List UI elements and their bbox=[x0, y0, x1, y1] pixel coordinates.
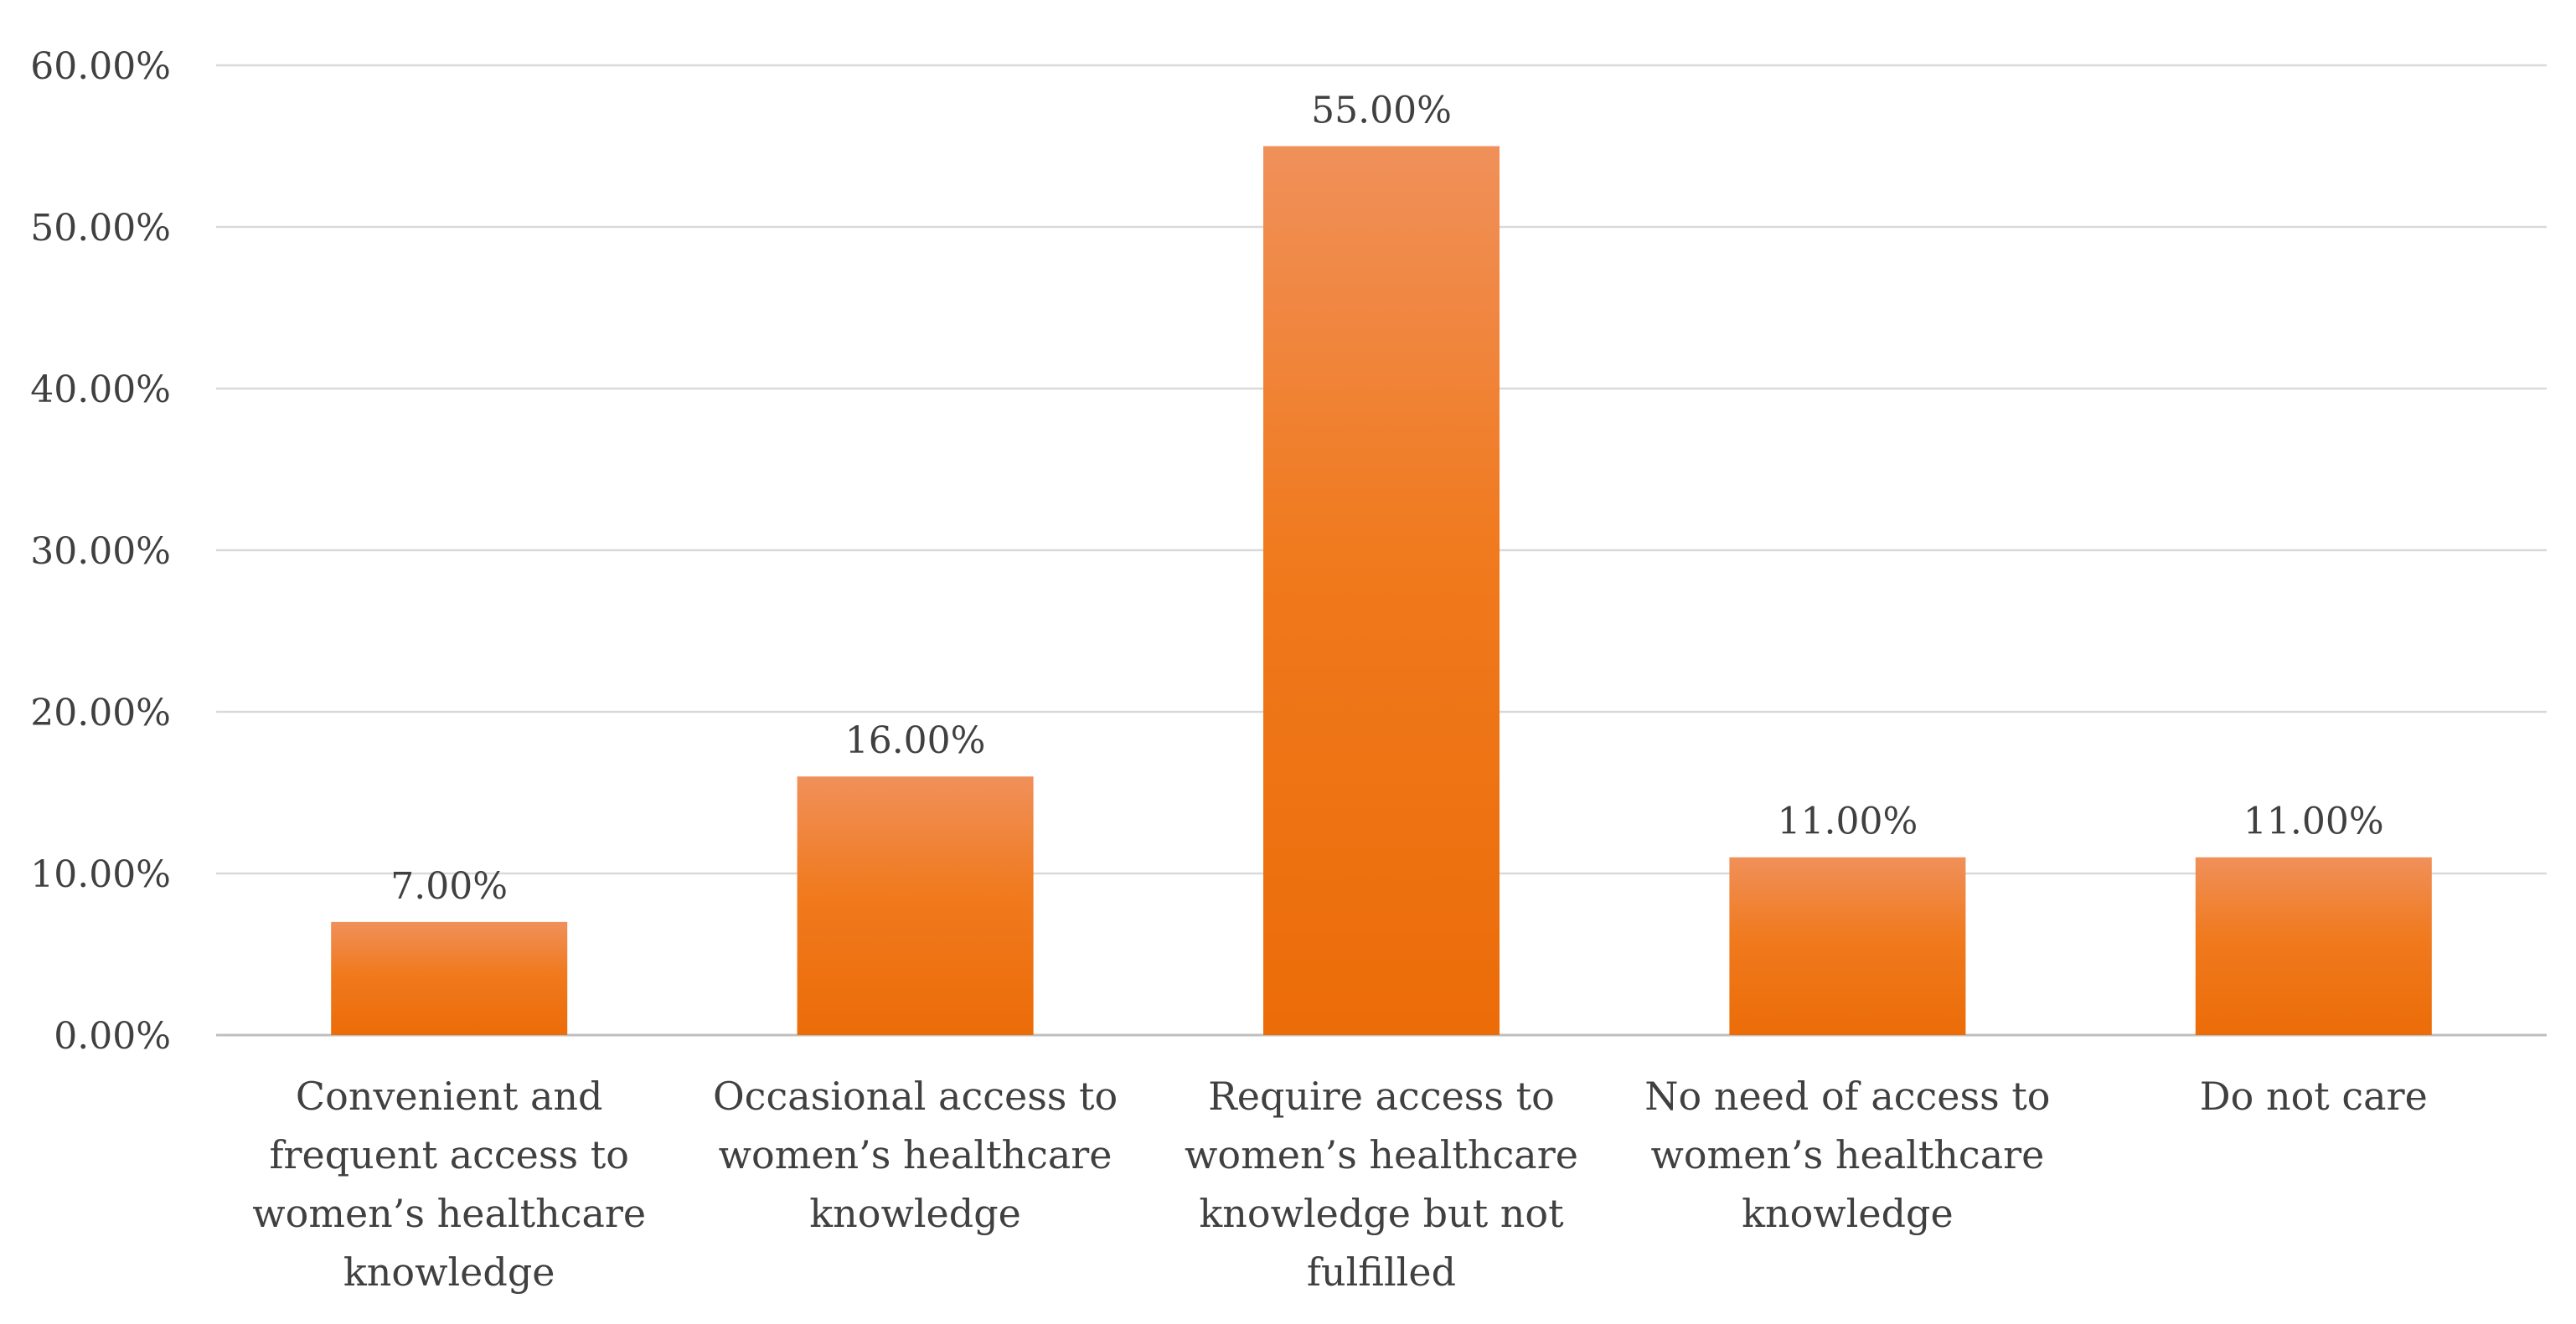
bar-data-label: 11.00% bbox=[1778, 801, 1918, 843]
bar-data-label: 16.00% bbox=[845, 719, 986, 762]
x-category-label-line: fulfilled bbox=[1307, 1249, 1456, 1295]
x-category-label-line: women’s healthcare bbox=[1650, 1132, 2044, 1177]
x-category-label-line: women’s healthcare bbox=[719, 1132, 1112, 1177]
x-category-label: No need of access to women’s healthcare kn… bbox=[1644, 1074, 2050, 1236]
x-category-label-line: Occasional access to bbox=[713, 1074, 1118, 1119]
x-category-label: Require access to women’s healthcare knowl… bbox=[1185, 1074, 1578, 1295]
x-category-label-line: knowledge bbox=[343, 1249, 555, 1295]
bars bbox=[331, 146, 2432, 1035]
y-tick-label: 10.00% bbox=[30, 853, 171, 896]
y-tick-label: 20.00% bbox=[30, 692, 171, 734]
x-category-label-line: knowledge but not bbox=[1199, 1191, 1564, 1236]
x-category-label: Do not care bbox=[2200, 1074, 2428, 1119]
x-category-label-line: women’s healthcare bbox=[252, 1191, 646, 1236]
bar bbox=[1729, 857, 1966, 1035]
x-axis-category-labels: Convenient and frequent access to women’s … bbox=[252, 1074, 2428, 1295]
x-category-label: Occasional access to women’s healthcare kn… bbox=[713, 1074, 1118, 1236]
x-category-label-line: Do not care bbox=[2200, 1074, 2428, 1119]
x-category-label-line: Convenient and bbox=[296, 1074, 603, 1119]
y-tick-label: 30.00% bbox=[30, 530, 171, 573]
data-labels: 7.00% 16.00% 55.00% 11.00% 11.00% bbox=[390, 90, 2383, 908]
y-tick-label: 50.00% bbox=[30, 207, 171, 250]
bar bbox=[2195, 857, 2432, 1035]
x-category-label-line: women’s healthcare bbox=[1185, 1132, 1578, 1177]
x-category-label-line: frequent access to bbox=[269, 1132, 628, 1177]
y-tick-label: 40.00% bbox=[30, 368, 171, 411]
x-category-label-line: Require access to bbox=[1208, 1074, 1555, 1119]
bar bbox=[797, 776, 1034, 1035]
bar bbox=[1263, 146, 1500, 1035]
y-tick-label: 60.00% bbox=[30, 45, 171, 88]
x-category-label-line: knowledge bbox=[809, 1191, 1021, 1236]
y-axis-tick-labels: 0.00% 10.00% 20.00% 30.00% 40.00% 50.00% 60.00… bbox=[30, 45, 171, 1058]
x-category-label-line: No need of access to bbox=[1644, 1074, 2050, 1119]
bar-data-label: 55.00% bbox=[1311, 90, 1452, 132]
bar bbox=[331, 921, 568, 1035]
bar-data-label: 11.00% bbox=[2243, 801, 2384, 843]
y-tick-label: 0.00% bbox=[54, 1015, 171, 1058]
x-category-label: Convenient and frequent access to women’s … bbox=[252, 1074, 646, 1295]
x-category-label-line: knowledge bbox=[1742, 1191, 1954, 1236]
bar-data-label: 7.00% bbox=[390, 865, 508, 908]
